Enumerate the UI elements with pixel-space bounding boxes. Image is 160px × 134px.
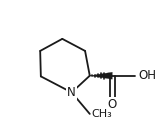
Text: N: N	[67, 86, 76, 99]
Polygon shape	[90, 72, 112, 79]
Text: O: O	[108, 98, 117, 111]
Text: CH₃: CH₃	[92, 109, 112, 119]
Text: OH: OH	[139, 69, 157, 82]
